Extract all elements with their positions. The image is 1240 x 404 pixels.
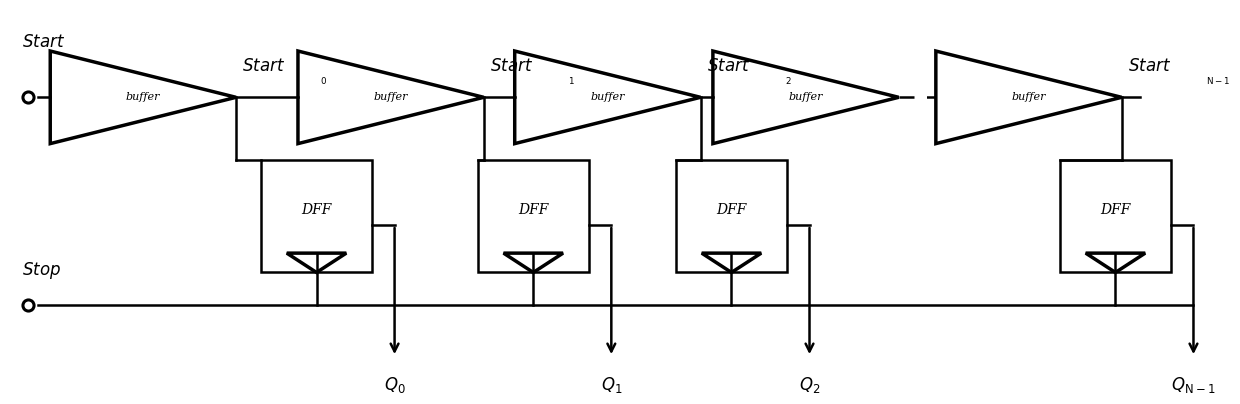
Text: $Q_0$: $Q_0$: [383, 375, 405, 395]
Text: DFF: DFF: [717, 203, 746, 217]
Text: $\mathit{Start}$: $\mathit{Start}$: [242, 58, 285, 75]
Text: DFF: DFF: [518, 203, 548, 217]
Text: $\mathit{Start}$: $\mathit{Start}$: [490, 58, 533, 75]
Bar: [477, 160, 589, 272]
Bar: [1060, 160, 1172, 272]
Text: $\mathit{Start}$: $\mathit{Start}$: [22, 34, 64, 51]
Text: DFF: DFF: [301, 203, 332, 217]
Text: buffer: buffer: [1012, 93, 1047, 102]
Bar: [260, 160, 372, 272]
Text: DFF: DFF: [1100, 203, 1131, 217]
Text: $\mathit{Stop}$: $\mathit{Stop}$: [22, 259, 61, 280]
Text: buffer: buffer: [789, 93, 823, 102]
Text: ${}_{2}$: ${}_{2}$: [785, 74, 791, 87]
Text: $Q_{\mathrm{N-1}}$: $Q_{\mathrm{N-1}}$: [1172, 375, 1215, 395]
Text: buffer: buffer: [373, 93, 408, 102]
Text: ${}_{\mathrm{N-1}}$: ${}_{\mathrm{N-1}}$: [1205, 74, 1230, 87]
Text: $Q_2$: $Q_2$: [799, 375, 820, 395]
Text: buffer: buffer: [590, 93, 625, 102]
Text: buffer: buffer: [126, 93, 160, 102]
Text: $\mathit{Start}$: $\mathit{Start}$: [707, 58, 750, 75]
Text: ${}_{0}$: ${}_{0}$: [320, 74, 327, 87]
Bar: [676, 160, 787, 272]
Text: $Q_1$: $Q_1$: [600, 375, 622, 395]
Text: ${}_{1}$: ${}_{1}$: [568, 74, 575, 87]
Text: $\mathit{Start}$: $\mathit{Start}$: [1128, 58, 1171, 75]
